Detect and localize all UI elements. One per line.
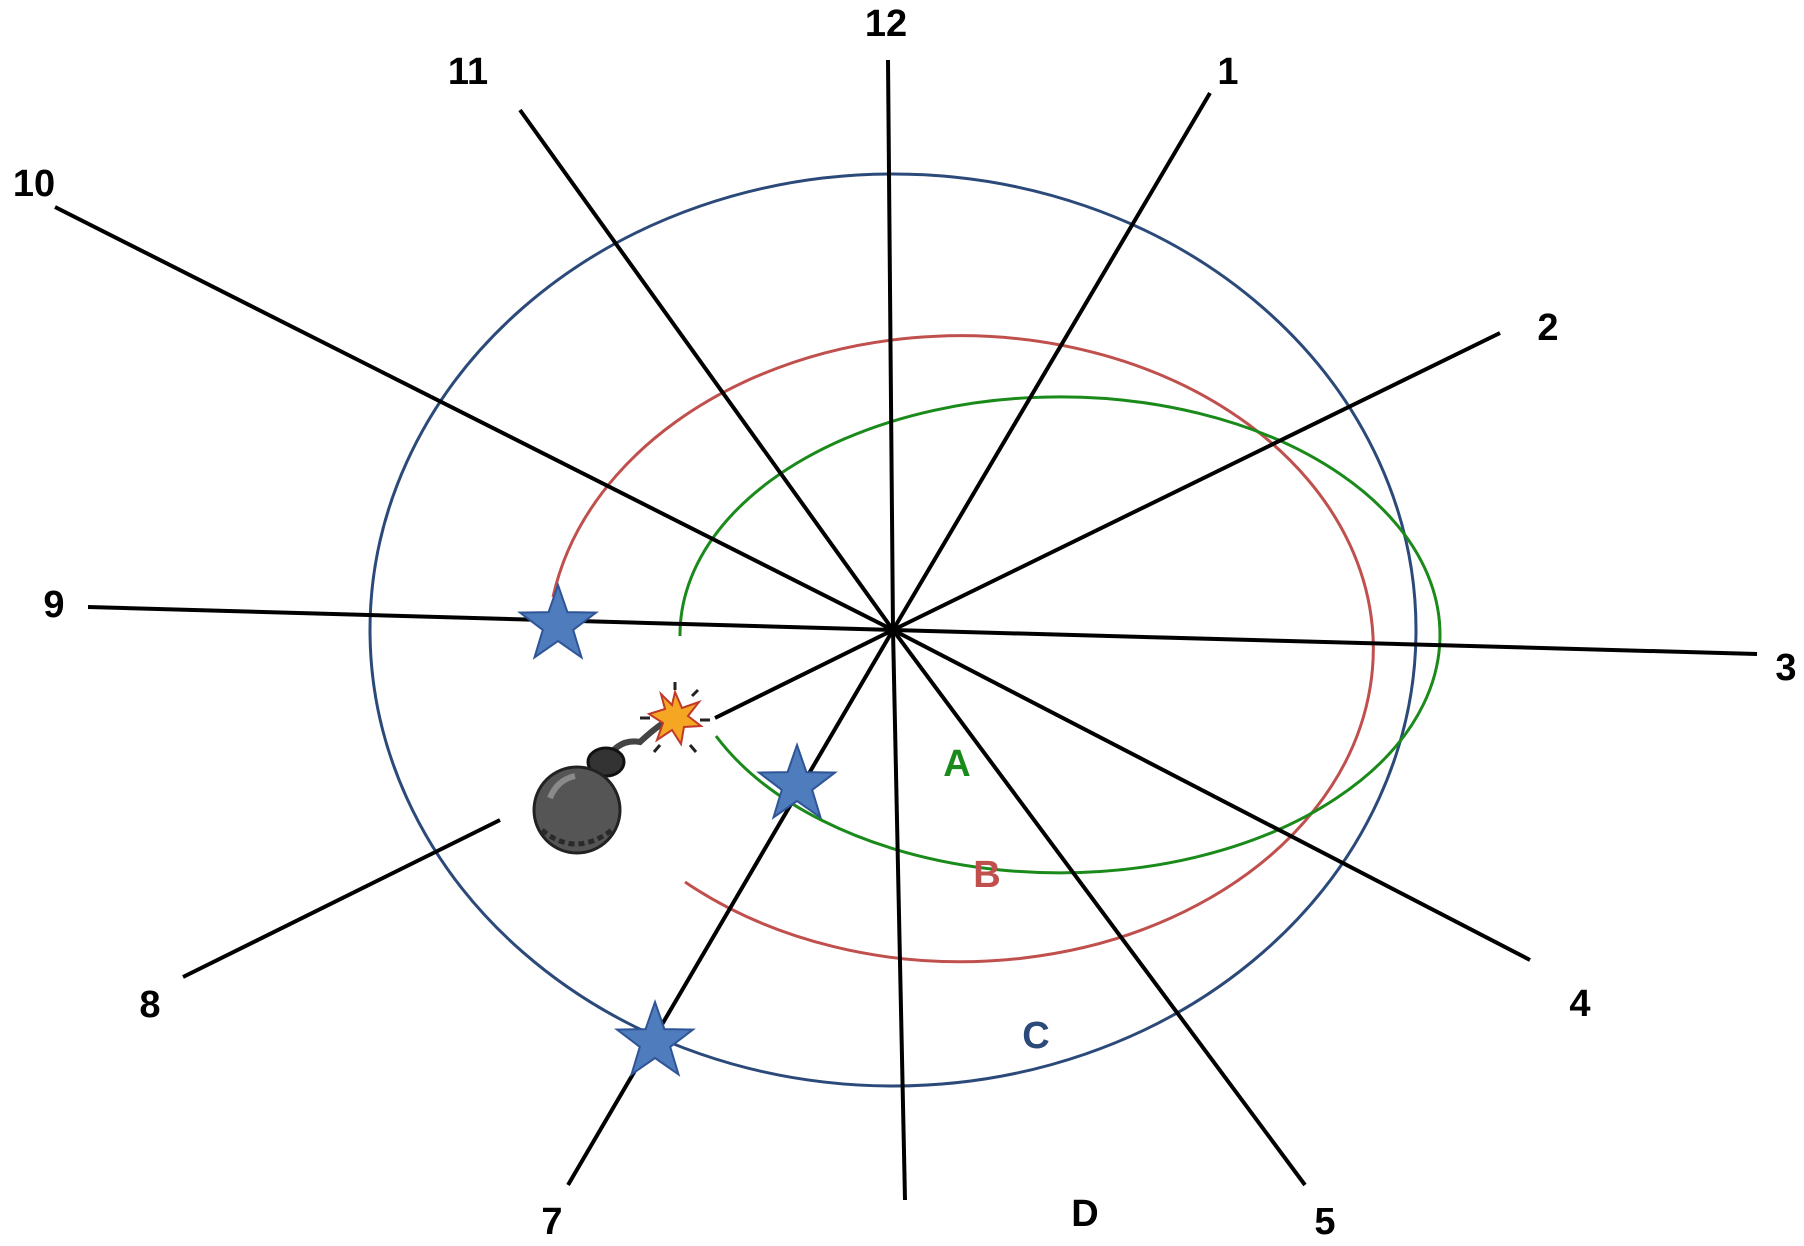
spoke-8a: [714, 628, 894, 720]
bomb-neck: [586, 746, 626, 778]
bomb-icon: [532, 682, 710, 855]
zone-label-a: A: [943, 743, 970, 785]
ring-c: [368, 172, 1418, 1088]
zone-labels: A B C D: [943, 743, 1098, 1235]
bomb-highlight: [547, 773, 576, 800]
spoke-9: [87, 605, 894, 632]
clock-labels: 12 1 2 3 4 5 7 8 9 10 11: [13, 3, 1797, 1243]
zone-label-d: D: [1071, 1193, 1098, 1235]
clock-label-11: 11: [448, 51, 488, 93]
clock-label-8: 8: [139, 984, 160, 1026]
spoke-7: [566, 628, 895, 1187]
spark-rays: [640, 682, 710, 753]
clock-label-3: 3: [1775, 647, 1796, 689]
clock-label-9: 9: [43, 584, 64, 626]
spoke-12: [886, 59, 895, 631]
spoke-3: [892, 628, 1758, 656]
spokes: [54, 59, 1758, 1201]
spoke-5: [891, 628, 1307, 1187]
spoke-4: [892, 628, 1531, 962]
zone-label-c: C: [1022, 1015, 1049, 1057]
clock-label-12: 12: [865, 3, 907, 45]
bomb-body: [532, 765, 622, 855]
clock-label-5: 5: [1314, 1201, 1335, 1241]
clock-label-2: 2: [1537, 307, 1558, 349]
spoke-2: [892, 331, 1501, 632]
zone-label-b: B: [973, 854, 1000, 896]
spoke-10: [54, 205, 894, 632]
stars: [517, 581, 838, 1077]
star-icon: [614, 998, 696, 1077]
bomb-spark: [646, 688, 704, 747]
star-icon: [517, 581, 599, 660]
clock-label-4: 4: [1569, 983, 1590, 1025]
spoke-6: [891, 629, 907, 1201]
rings: [368, 172, 1442, 1088]
star-icon: [756, 741, 838, 820]
clock-label-7: 7: [541, 1201, 562, 1241]
clock-label-1: 1: [1217, 51, 1238, 93]
ring-b: [551, 334, 1375, 964]
spoke-8b: [182, 818, 501, 979]
spoke-1: [891, 91, 1212, 632]
clock-label-10: 10: [13, 163, 55, 205]
ring-a: [678, 395, 1442, 875]
spoke-11: [518, 108, 895, 632]
